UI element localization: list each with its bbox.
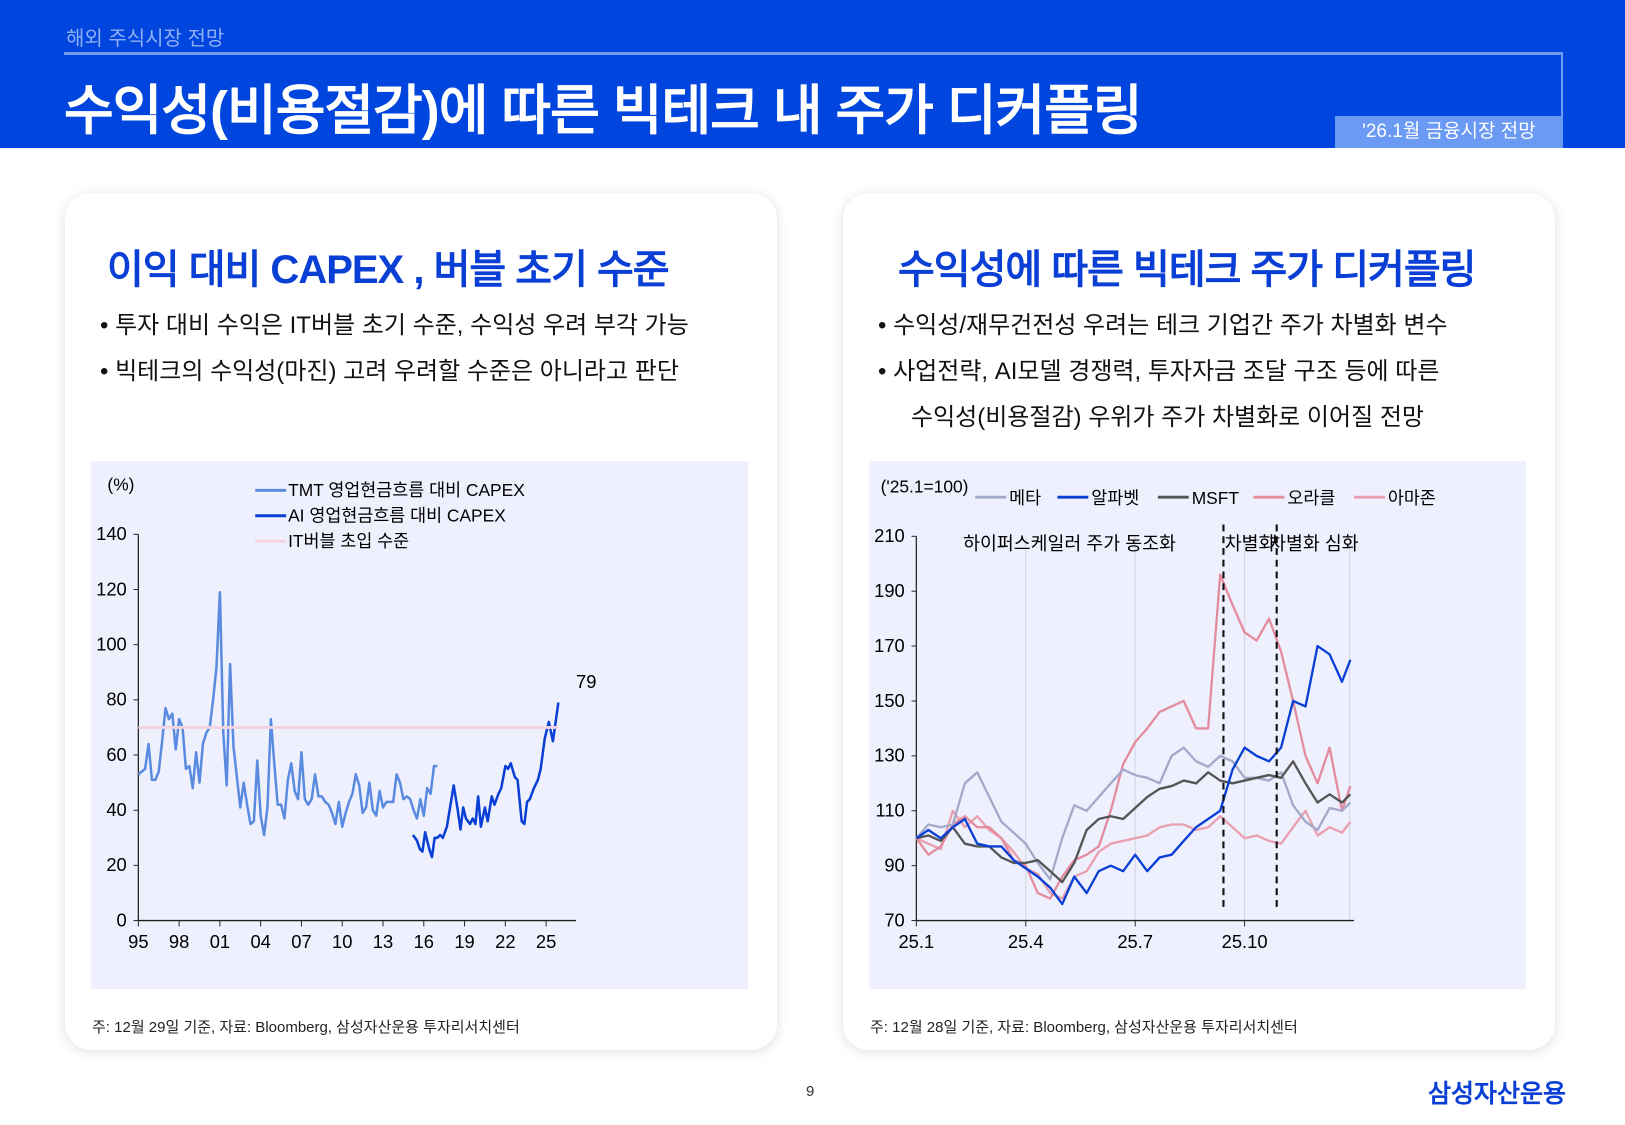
x-tick-label: 25.7 (1117, 931, 1153, 952)
phase-label: 하이퍼스케일러 주가 동조화 (963, 533, 1176, 554)
x-tick-label: 25 (536, 931, 556, 952)
legend-label: 아마존 (1388, 488, 1436, 508)
company-logo: 삼성자산운용 (1428, 1080, 1567, 1108)
x-tick-label: 25.4 (1008, 931, 1044, 952)
legend-label: 메타 (1009, 488, 1041, 508)
x-tick-label: 07 (291, 931, 311, 952)
y-tick-label: 150 (874, 690, 905, 711)
x-tick-label: 25.1 (898, 931, 934, 952)
y-tick-label: 130 (874, 745, 905, 766)
legend-label: MSFT (1192, 488, 1240, 508)
x-tick-label: 95 (128, 931, 148, 952)
y-tick-label: 120 (96, 578, 127, 599)
header-divider-vertical (1561, 52, 1563, 118)
y-tick-label: 90 (884, 854, 904, 875)
capex-chart-svg: (%) 0 20 40 60 80 100 120 140 95 98 01 04 07 10 13 16 19… (96, 474, 596, 952)
page-title: 수익성(비용절감)에 따른 빅테크 내 주가 디커플링 (64, 81, 1143, 141)
header-divider (64, 52, 1563, 55)
capex-card: 이익 대비 CAPEX , 버블 초기 수준 투자 대비 수익은 IT버블 초기… (65, 193, 777, 1050)
y-tick-label: 60 (106, 744, 126, 765)
footnote: 주: 12월 28일 기준, 자료: Bloomberg, 삼성자산운용 투자리… (870, 1019, 1298, 1036)
bullet: 수익성/재무건전성 우려는 테크 기업간 주가 차별화 변수 (878, 307, 1448, 345)
series-line-알파벳 (915, 644, 1352, 906)
last-value-label: 79 (576, 671, 596, 692)
x-tick-label: 01 (210, 931, 230, 952)
bullet: 투자 대비 수익은 IT버블 초기 수준, 수익성 우려 부각 가능 (100, 307, 689, 345)
x-tick-label: 04 (250, 931, 270, 952)
bullet: 사업전략, AI모델 경쟁력, 투자자금 조달 구조 등에 따른 (878, 353, 1439, 391)
header-bar: 해외 주식시장 전망 수익성(비용절감)에 따른 빅테크 내 주가 디커플링 '… (0, 0, 1625, 148)
legend-label: TMT 영업현금흐름 대비 CAPEX (288, 480, 525, 500)
y-tick-label: 70 (884, 909, 904, 930)
phase-label: 차별화 심화 (1269, 533, 1358, 554)
capex-chart: (%) 0 20 40 60 80 100 120 140 95 98 01 04 07 10 13 16 19… (91, 461, 748, 989)
y-tick-label: 170 (874, 635, 905, 656)
decoupling-card: 수익성에 따른 빅테크 주가 디커플링 수익성/재무건전성 우려는 테크 기업간… (843, 193, 1555, 1050)
y-tick-label: 20 (106, 854, 126, 875)
bullet: 빅테크의 수익성(마진) 고려 우려할 수준은 아니라고 판단 (100, 353, 679, 391)
page-number: 9 (806, 1083, 815, 1100)
x-tick-label: 98 (169, 931, 189, 952)
ai-capex-line (411, 702, 560, 859)
y-tick-label: 0 (117, 909, 127, 930)
legend-label: AI 영업현금흐름 대비 CAPEX (288, 506, 506, 526)
x-tick-label: 13 (373, 931, 393, 952)
legend-label: IT버블 초입 수준 (288, 531, 409, 551)
x-tick-label: 10 (332, 931, 352, 952)
report-badge: '26.1월 금융시장 전망 (1335, 116, 1563, 148)
decoupling-chart-svg: ('25.1=100) 메타 알파벳 MSFT 오라클 아마존 70 90 110 130 15… (874, 476, 1436, 952)
bullet-continuation: 수익성(비용절감) 우위가 주가 차별화로 이어질 전망 (911, 404, 1425, 431)
y-tick-label: 140 (96, 523, 127, 544)
y-tick-label: 100 (96, 633, 127, 654)
x-tick-label: 25.10 (1222, 931, 1268, 952)
decoupling-chart: ('25.1=100) 메타 알파벳 MSFT 오라클 아마존 70 90 110 130 15… (869, 461, 1526, 989)
unit-label: (%) (107, 474, 134, 494)
y-tick-label: 40 (106, 799, 126, 820)
unit-label: ('25.1=100) (881, 476, 969, 496)
y-tick-label: 210 (874, 525, 905, 546)
phase-label: 차별화 (1225, 533, 1276, 554)
card-title: 수익성에 따른 빅테크 주가 디커플링 (898, 248, 1476, 292)
tmt-capex-line (137, 590, 438, 837)
legend-label: 알파벳 (1091, 488, 1139, 508)
y-tick-label: 110 (876, 800, 905, 821)
y-tick-label: 80 (106, 689, 126, 710)
x-tick-label: 16 (414, 931, 434, 952)
section-label: 해외 주식시장 전망 (66, 28, 225, 50)
series-line-오라클 (915, 573, 1352, 900)
x-tick-label: 22 (495, 931, 515, 952)
card-title: 이익 대비 CAPEX , 버블 초기 수준 (107, 248, 670, 292)
legend-label: 오라클 (1287, 488, 1335, 508)
series-line-아마존 (915, 809, 1352, 900)
series-line-메타 (915, 746, 1352, 881)
x-tick-label: 19 (454, 931, 474, 952)
y-tick-label: 190 (874, 580, 905, 601)
footnote: 주: 12월 29일 기준, 자료: Bloomberg, 삼성자산운용 투자리… (92, 1019, 520, 1036)
